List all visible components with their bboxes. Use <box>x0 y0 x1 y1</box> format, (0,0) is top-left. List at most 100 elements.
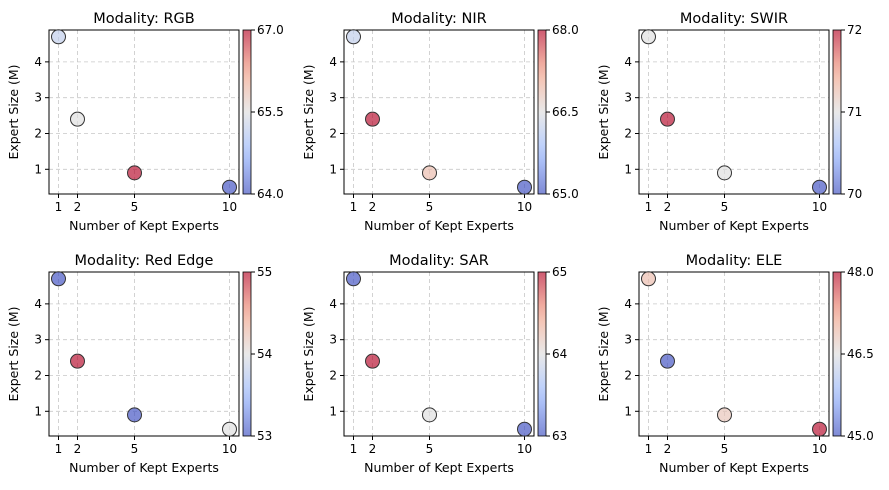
x-tick-label: 10 <box>222 200 237 214</box>
y-tick-label: 2 <box>329 368 337 382</box>
colorbar-tick-label: 64.0 <box>257 187 284 201</box>
y-tick-label: 3 <box>624 333 632 347</box>
x-tick-label: 5 <box>426 442 434 456</box>
y-axis-label: Expert Size (M) <box>6 64 21 159</box>
colorbar-tick-label: 67.0 <box>257 23 284 37</box>
y-axis-label: Expert Size (M) <box>301 306 316 401</box>
x-axis-label: Number of Kept Experts <box>659 218 809 233</box>
x-axis-label: Number of Kept Experts <box>69 460 219 475</box>
colorbar <box>537 271 547 437</box>
y-tick-label: 3 <box>329 333 337 347</box>
x-tick-label: 2 <box>74 442 82 456</box>
subplot-title: Modality: SAR <box>389 253 489 269</box>
y-tick-label: 3 <box>624 91 632 105</box>
x-tick-label: 2 <box>369 442 377 456</box>
colorbar <box>242 29 252 195</box>
x-tick-label: 5 <box>131 442 139 456</box>
data-point <box>641 271 656 287</box>
x-tick-label: 1 <box>55 200 63 214</box>
colorbar-tick-label: 71 <box>847 105 862 119</box>
x-tick-label: 5 <box>131 200 139 214</box>
y-tick-label: 4 <box>34 55 42 69</box>
data-point <box>812 179 827 195</box>
x-tick-label: 2 <box>664 200 672 214</box>
y-tick-label: 4 <box>624 297 632 311</box>
axes-frame <box>638 271 830 437</box>
colorbar <box>242 271 252 437</box>
data-point <box>222 179 237 195</box>
colorbar-tick-label: 54 <box>257 347 272 361</box>
colorbar-tick-label: 66.5 <box>552 105 579 119</box>
colorbar-tick-label: 65.5 <box>257 105 284 119</box>
colorbar-tick-label: 48.0 <box>847 265 874 279</box>
data-point <box>660 111 675 127</box>
colorbar-tick-label: 70 <box>847 187 862 201</box>
y-tick-label: 3 <box>34 91 42 105</box>
y-tick-label: 1 <box>34 162 42 176</box>
y-tick-label: 4 <box>329 297 337 311</box>
y-axis-label: Expert Size (M) <box>596 64 611 159</box>
data-point <box>641 29 656 45</box>
y-tick-label: 2 <box>624 126 632 140</box>
colorbar-tick-label: 63 <box>552 429 567 443</box>
subplot-title: Modality: ELE <box>686 253 783 269</box>
y-tick-label: 4 <box>624 55 632 69</box>
y-tick-label: 3 <box>34 333 42 347</box>
y-tick-label: 1 <box>329 404 337 418</box>
x-axis-label: Number of Kept Experts <box>659 460 809 475</box>
colorbar-tick-label: 46.5 <box>847 347 874 361</box>
y-tick-label: 1 <box>329 162 337 176</box>
colorbar-tick-label: 65 <box>552 265 567 279</box>
data-point <box>70 353 85 369</box>
data-point <box>517 421 532 437</box>
data-point <box>51 271 66 287</box>
data-point <box>365 353 380 369</box>
data-point <box>812 421 827 437</box>
data-point <box>422 165 437 181</box>
colorbar <box>832 271 842 437</box>
data-point <box>346 29 361 45</box>
y-axis-label: Expert Size (M) <box>596 306 611 401</box>
x-tick-label: 10 <box>812 200 827 214</box>
data-point <box>51 29 66 45</box>
y-tick-label: 4 <box>329 55 337 69</box>
data-point <box>127 407 142 423</box>
data-point <box>717 407 732 423</box>
x-tick-label: 10 <box>222 442 237 456</box>
data-point <box>127 165 142 181</box>
x-axis-label: Number of Kept Experts <box>364 460 514 475</box>
y-tick-label: 4 <box>34 297 42 311</box>
data-point <box>365 111 380 127</box>
subplot-title: Modality: NIR <box>391 11 486 27</box>
y-axis-label: Expert Size (M) <box>301 64 316 159</box>
colorbar-tick-label: 64 <box>552 347 567 361</box>
x-tick-label: 10 <box>812 442 827 456</box>
y-tick-label: 2 <box>624 368 632 382</box>
y-tick-label: 3 <box>329 91 337 105</box>
data-point <box>422 407 437 423</box>
x-tick-label: 5 <box>426 200 434 214</box>
y-tick-label: 1 <box>624 404 632 418</box>
x-tick-label: 1 <box>645 442 653 456</box>
colorbar-tick-label: 55 <box>257 265 272 279</box>
data-point <box>717 165 732 181</box>
subplot-title: Modality: RGB <box>93 11 195 27</box>
x-axis-label: Number of Kept Experts <box>364 218 514 233</box>
axes-frame <box>638 29 830 195</box>
y-tick-label: 2 <box>329 126 337 140</box>
y-axis-label: Expert Size (M) <box>6 306 21 401</box>
x-tick-label: 10 <box>517 200 532 214</box>
axes-frame <box>48 271 240 437</box>
subplot-title: Modality: Red Edge <box>75 253 214 269</box>
axes-frame <box>343 29 535 195</box>
x-tick-label: 2 <box>664 442 672 456</box>
colorbar-tick-label: 45.0 <box>847 429 874 443</box>
y-tick-label: 2 <box>34 126 42 140</box>
colorbar-tick-label: 65.0 <box>552 187 579 201</box>
